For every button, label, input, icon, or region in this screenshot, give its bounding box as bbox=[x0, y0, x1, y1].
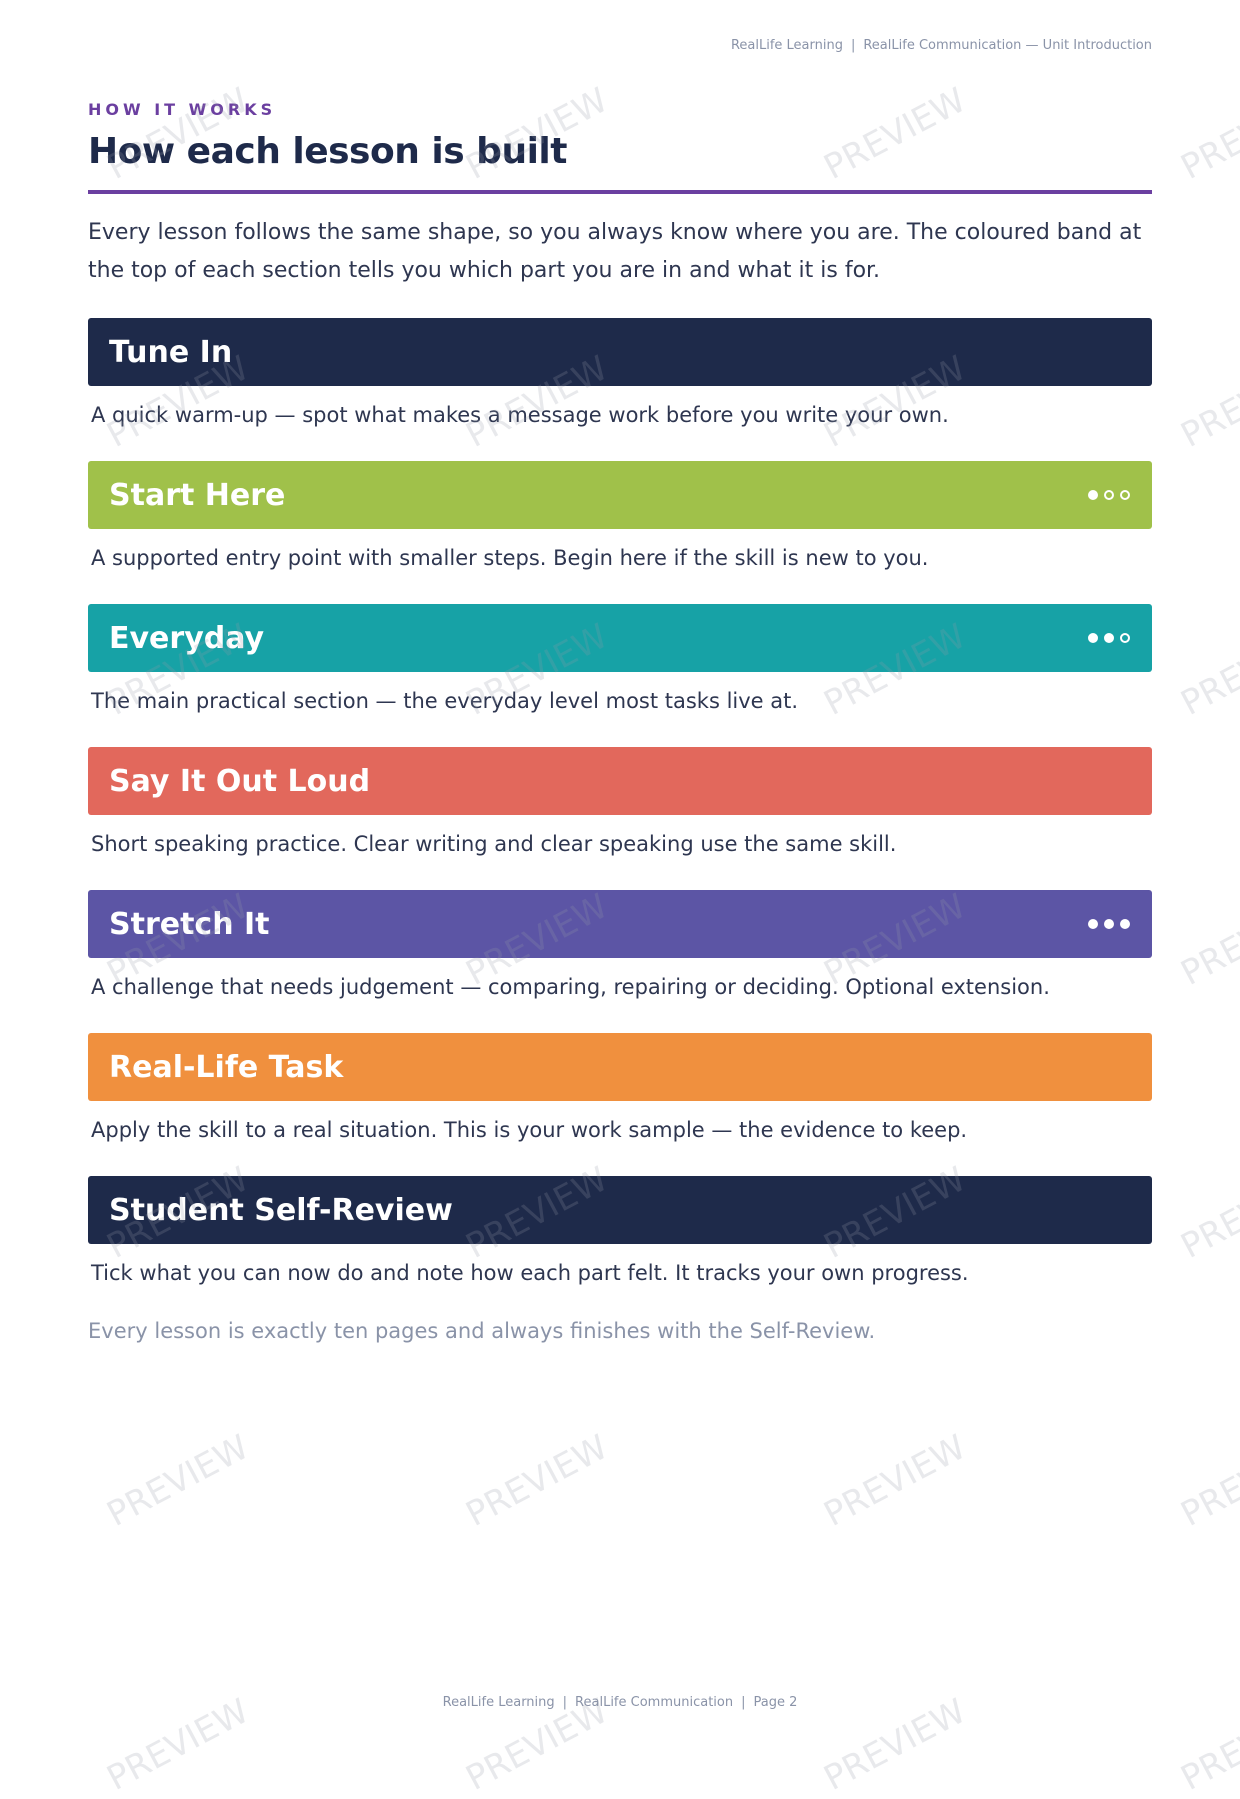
watermark: PREVIEW bbox=[1174, 348, 1240, 456]
section-description: Apply the skill to a real situation. Thi… bbox=[91, 1118, 968, 1142]
watermark: PREVIEW bbox=[459, 1427, 615, 1535]
running-footer: RealLife LearningRealLife CommunicationP… bbox=[0, 1695, 1240, 1710]
level-dots bbox=[1088, 490, 1130, 500]
page-title: How each lesson is built bbox=[88, 131, 567, 172]
section: Say It Out Loud Short speaking practice. … bbox=[88, 747, 1152, 859]
eyebrow: HOW IT WORKS bbox=[88, 100, 277, 119]
running-header: RealLife LearningRealLife Communication … bbox=[731, 38, 1152, 53]
watermark: PREVIEW bbox=[817, 1427, 973, 1535]
watermark: PREVIEW bbox=[1174, 80, 1240, 188]
watermark: PREVIEW bbox=[1174, 616, 1240, 724]
section-description: A quick warm-up — spot what makes a mess… bbox=[91, 403, 949, 427]
section: Stretch It A challenge that needs judgeme… bbox=[88, 890, 1152, 1002]
section-description: Short speaking practice. Clear writing a… bbox=[91, 832, 897, 856]
section-description: A challenge that needs judgement — compa… bbox=[91, 975, 1050, 999]
section: Everyday The main practical section — the… bbox=[88, 604, 1152, 716]
content: HOW IT WORKS How each lesson is built Ev… bbox=[88, 100, 1152, 1343]
section-band: Student Self-Review bbox=[88, 1176, 1152, 1244]
watermark: PREVIEW bbox=[1174, 1427, 1240, 1535]
page: RealLife LearningRealLife Communication … bbox=[0, 38, 1240, 1799]
section-description: A supported entry point with smaller ste… bbox=[91, 546, 929, 570]
watermark: PREVIEW bbox=[1174, 1159, 1240, 1267]
section-name: Real-Life Task bbox=[109, 1049, 344, 1085]
section-band: Start Here bbox=[88, 461, 1152, 529]
section-description: The main practical section — the everyda… bbox=[91, 689, 799, 713]
level-dots bbox=[1088, 919, 1130, 929]
section-list: Tune In A quick warm-up — spot what makes… bbox=[88, 318, 1152, 1288]
section-description: Tick what you can now do and note how ea… bbox=[91, 1261, 969, 1285]
section-name: Stretch It bbox=[109, 906, 270, 942]
section: Student Self-Review Tick what you can now… bbox=[88, 1176, 1152, 1288]
section-name: Everyday bbox=[109, 620, 265, 656]
section-band: Real-Life Task bbox=[88, 1033, 1152, 1101]
closing-note: Every lesson is exactly ten pages and al… bbox=[88, 1319, 876, 1343]
section-name: Tune In bbox=[109, 334, 233, 370]
section: Start Here A supported entry point with s… bbox=[88, 461, 1152, 573]
watermark: PREVIEW bbox=[100, 1427, 256, 1535]
section-band: Tune In bbox=[88, 318, 1152, 386]
section-band: Say It Out Loud bbox=[88, 747, 1152, 815]
header-item: RealLife Learning bbox=[730, 38, 843, 53]
footer-item: RealLife Communication bbox=[555, 1695, 733, 1710]
watermark: PREVIEW bbox=[1174, 886, 1240, 994]
section: Real-Life Task Apply the skill to a real … bbox=[88, 1033, 1152, 1145]
title-rule bbox=[88, 190, 1152, 194]
level-dots bbox=[1088, 633, 1130, 643]
intro: Every lesson follows the same shape, so … bbox=[88, 220, 1142, 283]
footer-item: Page 2 bbox=[733, 1695, 797, 1710]
section-name: Start Here bbox=[109, 477, 286, 513]
footer-item: RealLife Learning bbox=[442, 1695, 555, 1710]
section: Tune In A quick warm-up — spot what makes… bbox=[88, 318, 1152, 430]
section-name: Say It Out Loud bbox=[109, 763, 371, 799]
section-name: Student Self-Review bbox=[109, 1192, 453, 1228]
section-band: Everyday bbox=[88, 604, 1152, 672]
header-item: RealLife Communication — Unit Introducti… bbox=[843, 38, 1152, 53]
section-band: Stretch It bbox=[88, 890, 1152, 958]
